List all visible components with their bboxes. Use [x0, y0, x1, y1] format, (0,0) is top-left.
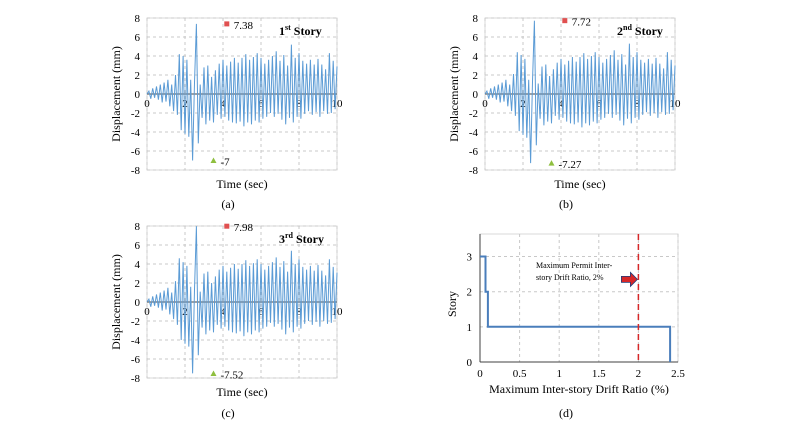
x-tick-label: 8 — [296, 98, 302, 110]
y-tick-label: -2 — [131, 316, 140, 328]
story-label: 2nd Story — [617, 23, 663, 38]
y-tick-label: 8 — [473, 13, 479, 25]
x-tick-label: 6 — [596, 98, 602, 110]
y-tick-label: -8 — [131, 165, 141, 177]
min-point-label: -7.27 — [559, 159, 582, 171]
y-tick-label: 6 — [473, 32, 479, 44]
y-tick-label: -2 — [131, 108, 140, 120]
displacement-panel-3: 8 6 4 2 0 -2 -4 -6 -8 0 2 4 6 8 10 Time (sec) Displaceme… — [109, 221, 343, 420]
min-point-marker — [210, 157, 217, 163]
y-tick-label: 1 — [467, 322, 473, 334]
panel-caption: (a) — [221, 197, 234, 211]
x-tick-label: 8 — [634, 98, 640, 110]
x-tick-label: 4 — [220, 306, 226, 318]
y-axis-label: Displacement (mm) — [109, 254, 123, 350]
y-axis-label: Story — [445, 291, 459, 317]
y-tick-label: 4 — [473, 51, 479, 63]
x-tick-label: 10 — [670, 98, 682, 110]
panel-caption: (c) — [221, 406, 234, 420]
x-tick-label: 0 — [144, 306, 150, 318]
x-tick-label: 1.5 — [592, 368, 606, 380]
note-line-1: Maximum Permit Inter- — [536, 261, 613, 270]
y-tick-label: -2 — [469, 108, 478, 120]
panel-caption: (b) — [559, 197, 573, 211]
x-axis-label: Time (sec) — [554, 177, 605, 191]
y-tick-label: -8 — [131, 373, 141, 385]
y-tick-label: -4 — [131, 127, 141, 139]
x-axis-label: Time (sec) — [216, 177, 267, 191]
min-point-label: -7 — [221, 157, 231, 169]
y-tick-label: 0 — [135, 297, 141, 309]
x-tick-label: 4 — [220, 98, 226, 110]
x-tick-label: 0 — [144, 98, 150, 110]
x-tick-label: 2 — [182, 98, 188, 110]
x-axis-label: Time (sec) — [216, 385, 267, 399]
story-label: 1st Story — [279, 23, 322, 38]
max-point-marker — [562, 18, 568, 24]
max-point-label: 7.38 — [234, 20, 254, 32]
x-tick-label: 0 — [482, 98, 488, 110]
x-axis-label: Maximum Inter-story Drift Ratio (%) — [489, 382, 669, 396]
y-tick-label: 2 — [135, 70, 141, 82]
y-tick-label: 2 — [467, 287, 473, 299]
y-tick-label: 0 — [467, 357, 473, 369]
min-point-label: -7.52 — [221, 369, 244, 381]
max-point-label: 7.98 — [234, 222, 254, 234]
y-tick-label: 8 — [135, 13, 141, 25]
y-tick-label: -4 — [131, 335, 141, 347]
displacement-panel-1: 8 6 4 2 0 -2 -4 -6 -8 0 2 4 6 8 10 Time (sec) Displaceme… — [109, 13, 343, 211]
x-tick-label: 0 — [477, 368, 483, 380]
x-tick-label: 2 — [520, 98, 526, 110]
min-point-marker — [210, 370, 217, 376]
y-tick-label: 3 — [467, 252, 473, 264]
max-point-marker — [224, 21, 230, 27]
y-tick-label: -6 — [131, 146, 141, 158]
displacement-panel-2: 8 6 4 2 0 -2 -4 -6 -8 0 2 4 6 8 10 Time (sec) Displaceme… — [447, 13, 681, 211]
y-tick-label: 0 — [473, 89, 479, 101]
note-line-2: story Drift Ratio, 2% — [536, 273, 604, 282]
min-point-marker — [548, 160, 555, 166]
x-tick-label: 4 — [558, 98, 564, 110]
x-tick-label: 6 — [258, 306, 264, 318]
y-tick-label: 8 — [135, 221, 141, 233]
x-tick-label: 2 — [636, 368, 642, 380]
y-axis-label: Displacement (mm) — [447, 46, 461, 142]
panel-caption: (d) — [559, 406, 573, 420]
x-tick-label: 2.5 — [671, 368, 685, 380]
y-tick-label: 6 — [135, 32, 141, 44]
x-tick-label: 8 — [296, 306, 302, 318]
y-tick-label: -6 — [469, 146, 479, 158]
x-tick-label: 10 — [332, 98, 344, 110]
drift-step-line — [480, 255, 672, 362]
plot-area — [479, 233, 679, 363]
displacement-series-line — [484, 20, 676, 164]
y-tick-label: -8 — [469, 165, 479, 177]
story-label: 3rd Story — [279, 231, 324, 246]
y-tick-label: 2 — [473, 70, 479, 82]
x-tick-label: 0.5 — [513, 368, 527, 380]
x-tick-label: 6 — [258, 98, 264, 110]
x-tick-label: 10 — [332, 306, 344, 318]
x-tick-label: 2 — [182, 306, 188, 318]
y-tick-label: 2 — [135, 278, 141, 290]
max-point-marker — [224, 223, 230, 229]
displacement-series-line — [146, 226, 338, 374]
y-tick-label: -6 — [131, 354, 141, 366]
y-tick-label: 0 — [135, 89, 141, 101]
x-tick-label: 1 — [556, 368, 562, 380]
y-tick-label: 4 — [135, 259, 141, 271]
displacement-series-line — [146, 23, 338, 161]
drift-ratio-panel: 0 0.5 1 1.5 2 2.5 0 1 2 3 Maximum Inter-story Drif… — [445, 233, 685, 420]
y-tick-label: 6 — [135, 240, 141, 252]
arrow-icon — [621, 271, 638, 288]
y-tick-label: -4 — [469, 127, 479, 139]
max-point-label: 7.72 — [572, 17, 591, 29]
y-axis-label: Displacement (mm) — [109, 46, 123, 142]
y-tick-label: 4 — [135, 51, 141, 63]
